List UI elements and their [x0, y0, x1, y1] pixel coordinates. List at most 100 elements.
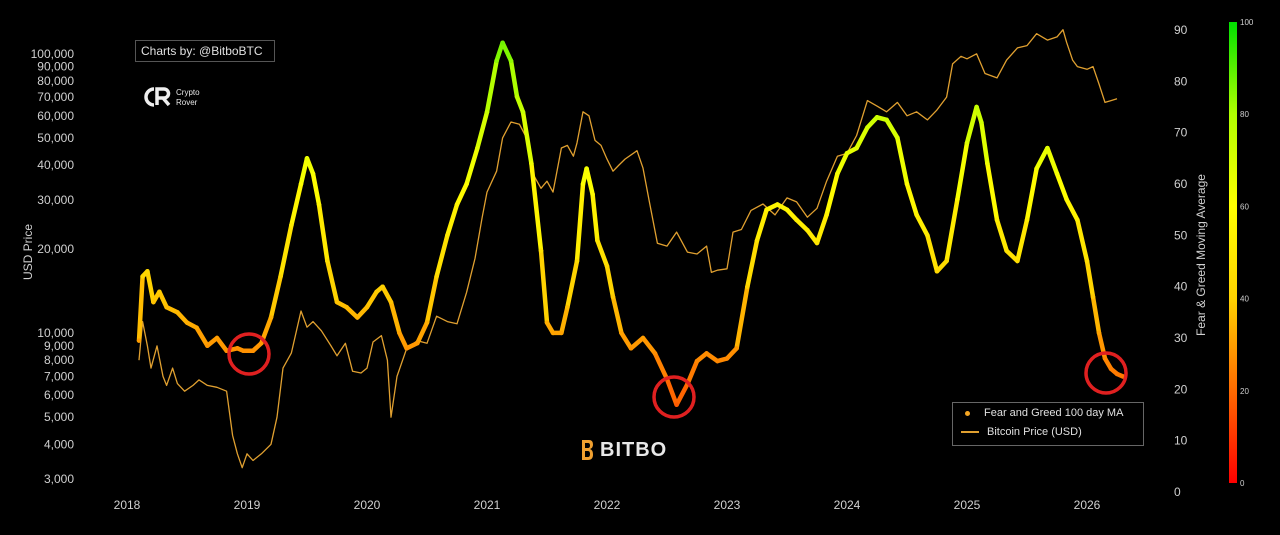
fear-greed-point: [1045, 145, 1050, 151]
fear-greed-segment: [955, 140, 970, 202]
colorbar-tick-label: 60: [1240, 202, 1249, 211]
fear-greed-point: [494, 58, 499, 63]
right-tick-label: 90: [1174, 23, 1188, 37]
fear-greed-point: [298, 181, 304, 187]
fear-greed-point: [604, 263, 610, 269]
right-tick-label: 40: [1174, 280, 1188, 294]
bitbo-b-icon: [582, 440, 593, 460]
fear-greed-segment: [824, 171, 840, 218]
fear-greed-point: [205, 343, 210, 348]
left-tick-label: 30,000: [37, 193, 74, 207]
bitbo-brand: BITBO: [580, 438, 667, 462]
fear-greed-point: [904, 181, 910, 187]
right-tick-label: 70: [1174, 126, 1188, 140]
fear-greed-segment: [1045, 145, 1060, 176]
fear-greed-segment: [944, 197, 960, 264]
left-tick-label: 60,000: [37, 109, 74, 123]
left-axis-ticks: 3,000 4,000 5,000 6,000 7,000 8,0009,00010,00…: [31, 47, 75, 486]
fear-greed-point: [1015, 258, 1020, 264]
fear-greed-point: [316, 202, 322, 207]
highlight-circle-2019: [227, 332, 271, 376]
fear-greed-point: [304, 156, 310, 161]
fear-greed-point: [250, 348, 256, 353]
fear-greed-point: [334, 299, 340, 305]
fear-greed-segment: [1024, 166, 1039, 223]
fear-greed-segment: [454, 181, 469, 207]
fear-greed-segment: [464, 145, 480, 187]
fear-greed-point: [464, 181, 469, 187]
fear-greed-point: [136, 338, 142, 343]
fear-greed-point: [884, 117, 889, 123]
fear-greed-segment: [734, 284, 750, 351]
fear-greed-point: [310, 171, 316, 176]
fear-greed-point: [865, 125, 870, 130]
fear-greed-point: [140, 274, 145, 279]
fear-greed-segment: [514, 94, 526, 115]
fear-greed-point: [745, 284, 750, 289]
legend: Fear and Greed 100 day MA Bitcoin Price …: [952, 402, 1144, 446]
fear-greed-point: [844, 151, 850, 156]
fear-greed-point: [364, 305, 370, 310]
fear-greed-segment: [194, 325, 210, 348]
bitcoin-price-line: [138, 29, 1118, 469]
fear-greed-point: [538, 248, 544, 253]
x-tick-label: 2020: [354, 498, 381, 512]
fear-greed-point: [164, 305, 169, 310]
fear-greed-point: [424, 320, 430, 325]
fear-greed-point: [854, 145, 859, 151]
fear-greed-point: [550, 330, 556, 336]
fear-greed-point: [289, 222, 294, 228]
fear-greed-point: [955, 197, 960, 202]
fear-greed-segment: [475, 109, 490, 151]
fear-greed-segment: [388, 299, 402, 336]
fear-greed-segment: [1075, 217, 1090, 264]
fear-greed-point: [734, 346, 739, 351]
fear-greed-segment: [1064, 197, 1080, 223]
fear-greed-segment: [344, 304, 360, 320]
fear-greed-point: [175, 310, 180, 315]
fear-greed-point: [694, 358, 700, 364]
fear-greed-point: [235, 346, 240, 351]
left-axis-label: USD Price: [21, 224, 35, 280]
cr-monogram-icon: [144, 87, 171, 107]
chart-credit: Charts by: @BitboBTC: [135, 40, 275, 62]
brand-text: BITBO: [600, 438, 668, 461]
fear-greed-segment: [278, 222, 294, 279]
right-axis-ticks: 0 10 20 30 40 50 60 70 80 90: [1174, 23, 1188, 499]
fear-greed-point: [775, 202, 780, 207]
x-tick-label: 2019: [234, 498, 261, 512]
fear-greed-segment: [835, 150, 850, 176]
fear-greed-segment: [316, 202, 330, 264]
x-tick-label: 2024: [834, 498, 861, 512]
fear-greed-segment: [484, 58, 499, 115]
fear-greed-segment: [424, 274, 439, 325]
fear-greed-point: [404, 346, 409, 351]
fear-greed-segment: [500, 40, 514, 64]
fear-greed-point: [925, 233, 930, 238]
colorbar-tick-label: 20: [1240, 387, 1249, 396]
fear-greed-segment: [814, 212, 829, 246]
fear-greed-point: [979, 120, 984, 125]
right-tick-label: 60: [1174, 177, 1188, 191]
fear-greed-point: [194, 325, 199, 330]
fear-greed-segment: [979, 120, 990, 166]
legend-dot-icon: [965, 410, 970, 416]
fear-greed-segment: [520, 109, 534, 166]
right-tick-label: 20: [1174, 382, 1188, 396]
fear-greed-series: [136, 40, 1126, 407]
x-tick-label: 2025: [954, 498, 981, 512]
left-tick-label: 6,000: [44, 388, 74, 402]
fear-greed-point: [559, 330, 564, 336]
fear-greed-point: [805, 228, 810, 233]
fear-greed-point: [610, 294, 616, 300]
fear-greed-point: [724, 356, 730, 361]
colorbar-tick-label: 80: [1240, 110, 1249, 119]
fear-greed-segment: [529, 161, 544, 253]
right-axis-label: Fear & Greed Moving Average: [1194, 174, 1208, 336]
left-tick-label: 10,000: [37, 326, 74, 340]
left-tick-label: 80,000: [37, 74, 74, 88]
x-tick-label: 2026: [1074, 498, 1101, 512]
fear-greed-segment: [565, 258, 580, 310]
fear-greed-point: [1090, 294, 1096, 300]
left-tick-label: 5,000: [44, 410, 74, 424]
